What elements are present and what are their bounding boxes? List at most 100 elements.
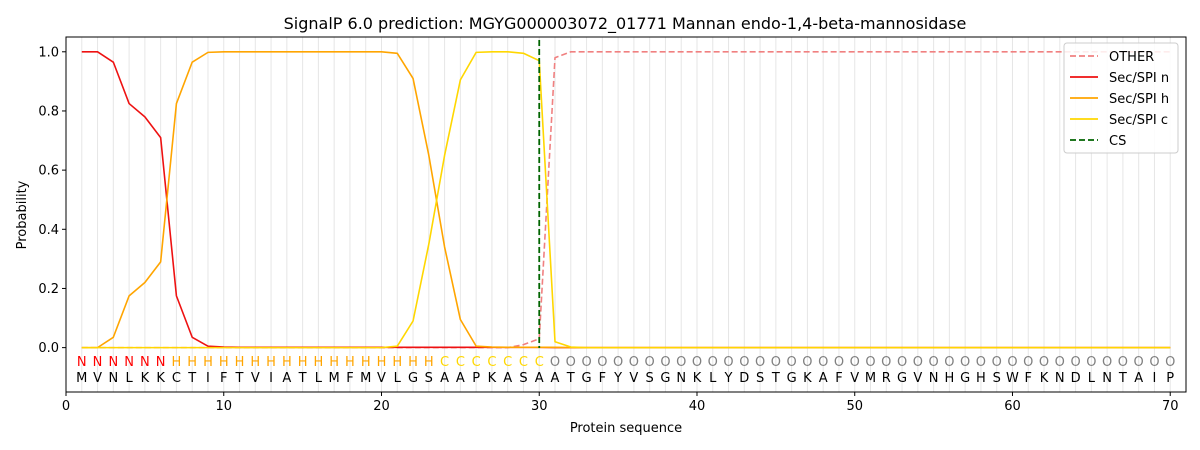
region-label: O: [913, 355, 923, 370]
region-label: O: [1039, 355, 1049, 370]
region-label: O: [629, 355, 639, 370]
region-label: O: [1102, 355, 1112, 370]
residue-letter: G: [960, 371, 970, 386]
residue-letter: G: [660, 371, 670, 386]
region-label: O: [1086, 355, 1096, 370]
residue-letter: M: [865, 371, 876, 386]
residue-letter: N: [929, 371, 939, 386]
residue-letter: L: [1088, 371, 1096, 386]
region-label: C: [456, 355, 465, 370]
residue-letter: V: [913, 371, 922, 386]
legend-label: Sec/SPI h: [1109, 92, 1169, 107]
region-label: H: [203, 355, 213, 370]
residue-letter: V: [629, 371, 638, 386]
residue-letter: A: [440, 371, 449, 386]
residue-letter: S: [646, 371, 654, 386]
residue-letter: T: [771, 371, 780, 386]
y-axis-label: Probability: [15, 180, 30, 249]
residue-letter: V: [377, 371, 386, 386]
x-tick-label: 30: [531, 399, 548, 414]
region-label: O: [944, 355, 954, 370]
residue-letter: N: [108, 371, 118, 386]
residue-letter: Y: [724, 371, 733, 386]
residue-letter: N: [676, 371, 686, 386]
series-line-other: [81, 50, 1171, 349]
residue-letter: G: [787, 371, 797, 386]
region-label: O: [550, 355, 560, 370]
residue-letter: I: [206, 371, 210, 386]
region-label: C: [472, 355, 481, 370]
residue-letter: S: [993, 371, 1001, 386]
x-tick-label: 10: [215, 399, 232, 414]
region-label: O: [928, 355, 938, 370]
region-label: H: [219, 355, 229, 370]
region-label: H: [187, 355, 197, 370]
region-label: O: [834, 355, 844, 370]
residue-letter: N: [1102, 371, 1112, 386]
region-label: C: [440, 355, 449, 370]
legend-label: CS: [1109, 134, 1126, 149]
region-label: H: [172, 355, 182, 370]
residue-letter: F: [835, 371, 842, 386]
region-label: O: [881, 355, 891, 370]
region-label: O: [692, 355, 702, 370]
region-label: H: [424, 355, 434, 370]
residue-letter: T: [566, 371, 575, 386]
region-label: N: [77, 355, 87, 370]
x-tick-label: 0: [62, 399, 70, 414]
region-label: H: [282, 355, 292, 370]
residue-letter: A: [282, 371, 291, 386]
x-axis-label: Protein sequence: [570, 421, 682, 436]
region-label: O: [1007, 355, 1017, 370]
region-label: H: [361, 355, 371, 370]
region-label: N: [156, 355, 166, 370]
residue-letter: T: [187, 371, 196, 386]
residue-letter: Y: [613, 371, 622, 386]
x-tick-label: 40: [689, 399, 706, 414]
region-label: H: [408, 355, 418, 370]
region-label: H: [377, 355, 387, 370]
residue-letter: A: [819, 371, 828, 386]
region-label: C: [487, 355, 496, 370]
legend-label: Sec/SPI c: [1109, 113, 1168, 128]
region-label: O: [802, 355, 812, 370]
series-line-sec-spi-n: [81, 50, 1171, 349]
residue-letter: G: [897, 371, 907, 386]
y-tick-label: 0.8: [38, 104, 59, 119]
region-label: H: [392, 355, 402, 370]
region-label: H: [250, 355, 260, 370]
x-tick-label: 70: [1162, 399, 1179, 414]
region-label: O: [1134, 355, 1144, 370]
y-tick-label: 0.4: [38, 223, 59, 238]
series-line-sec-spi-h: [81, 50, 1171, 349]
region-label: H: [266, 355, 276, 370]
region-label: O: [723, 355, 733, 370]
residue-letter: M: [329, 371, 340, 386]
region-label: O: [613, 355, 623, 370]
residue-letter: C: [172, 371, 181, 386]
region-label: O: [850, 355, 860, 370]
region-label: C: [519, 355, 528, 370]
residue-letter: F: [346, 371, 353, 386]
residue-letter: A: [535, 371, 544, 386]
chart-title: SignalP 6.0 prediction: MGYG000003072_01…: [284, 14, 967, 34]
region-label: O: [566, 355, 576, 370]
legend-label: Sec/SPI n: [1109, 71, 1169, 86]
residue-letter: T: [235, 371, 244, 386]
region-label: O: [660, 355, 670, 370]
residue-letter: A: [503, 371, 512, 386]
residue-letter: A: [1134, 371, 1143, 386]
legend: OTHER Sec/SPI n Sec/SPI h Sec/SPI c CS: [1063, 42, 1179, 154]
region-label: O: [597, 355, 607, 370]
y-tick-label: 0.0: [38, 341, 59, 356]
region-label: O: [976, 355, 986, 370]
residue-letter: W: [1006, 371, 1019, 386]
region-label: O: [1055, 355, 1065, 370]
region-label: O: [865, 355, 875, 370]
region-label: O: [739, 355, 749, 370]
tick-layer: 0 10 20 30 40 50 60 70 0.0 0.2 0.4 0.6 0.8 1.0: [38, 45, 1178, 414]
residue-letter: L: [125, 371, 133, 386]
residue-letter: M: [360, 371, 371, 386]
region-label: O: [960, 355, 970, 370]
sequence-layer: NMNVNNNLNKNKHCHTHIHFHTHVHIHAHTHLHMHFHMHV…: [76, 355, 1175, 386]
